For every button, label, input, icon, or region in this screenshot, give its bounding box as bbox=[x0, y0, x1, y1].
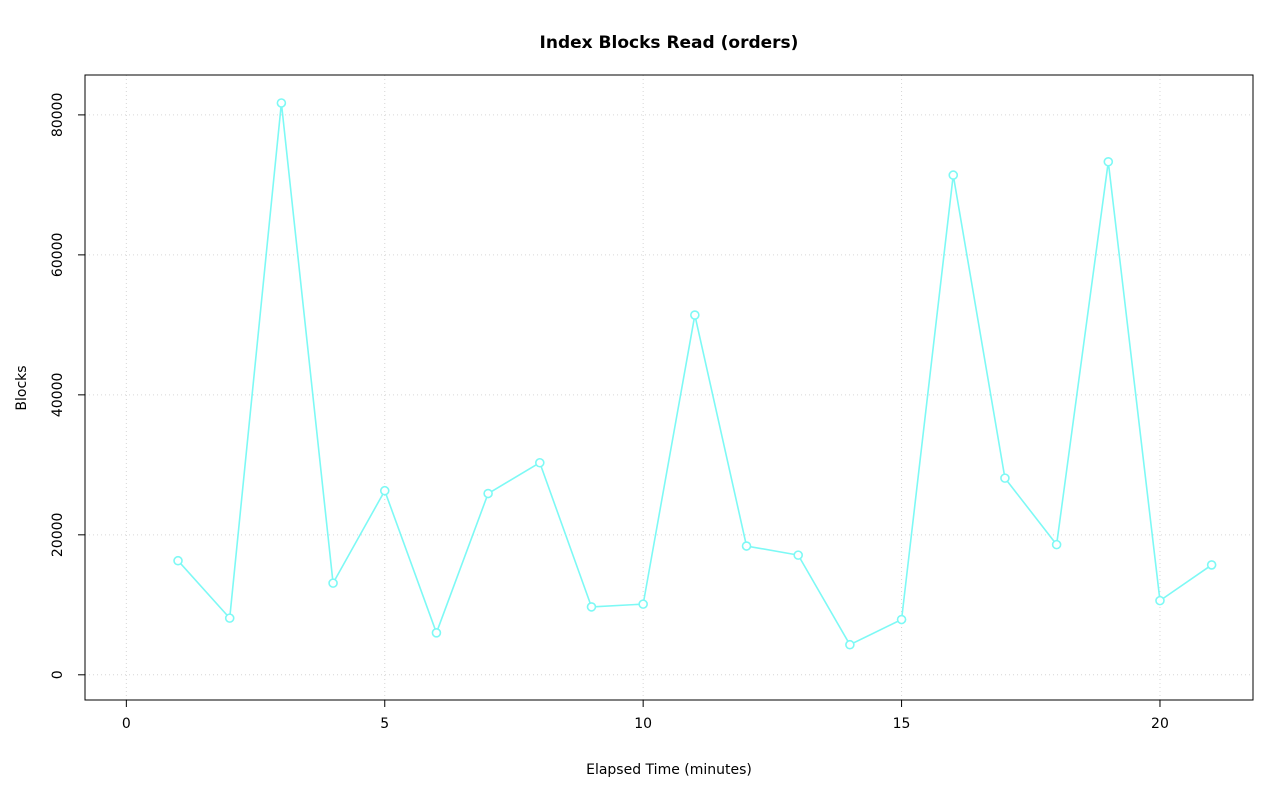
data-point bbox=[328, 578, 338, 588]
data-point bbox=[793, 550, 804, 560]
chart-title: Index Blocks Read (orders) bbox=[539, 33, 799, 53]
data-point bbox=[1051, 539, 1062, 550]
y-tick-label: 20000 bbox=[50, 513, 66, 558]
plot-border bbox=[84, 74, 1254, 701]
y-tick-label: 80000 bbox=[50, 93, 66, 138]
data-point bbox=[638, 599, 648, 609]
data-point bbox=[1155, 595, 1165, 606]
x-tick-label: 15 bbox=[893, 716, 911, 732]
x-axis-label: Elapsed Time (minutes) bbox=[586, 762, 752, 778]
y-tick-label: 40000 bbox=[50, 373, 66, 418]
data-point bbox=[224, 613, 235, 623]
x-tick-label: 20 bbox=[1151, 716, 1169, 732]
data-point bbox=[948, 170, 959, 180]
x-tick-label: 10 bbox=[634, 716, 652, 732]
y-axis-label: Blocks bbox=[14, 365, 30, 411]
x-tick-label: 5 bbox=[380, 716, 389, 732]
data-point bbox=[896, 614, 907, 625]
data-point bbox=[1103, 156, 1114, 167]
data-point bbox=[1206, 560, 1217, 570]
data-point bbox=[1000, 473, 1010, 483]
data-point bbox=[483, 488, 493, 499]
data-series-line bbox=[177, 102, 1213, 646]
data-point bbox=[741, 541, 752, 551]
data-point bbox=[586, 602, 597, 612]
data-point bbox=[431, 628, 442, 638]
data-point bbox=[173, 555, 183, 566]
x-tick-label: 0 bbox=[122, 716, 131, 732]
y-tick-label: 0 bbox=[50, 670, 66, 679]
data-point bbox=[276, 98, 287, 108]
data-point bbox=[690, 310, 700, 320]
data-point bbox=[845, 639, 855, 650]
y-tick-label: 60000 bbox=[50, 233, 66, 278]
data-point bbox=[534, 457, 545, 468]
data-point bbox=[379, 485, 390, 496]
